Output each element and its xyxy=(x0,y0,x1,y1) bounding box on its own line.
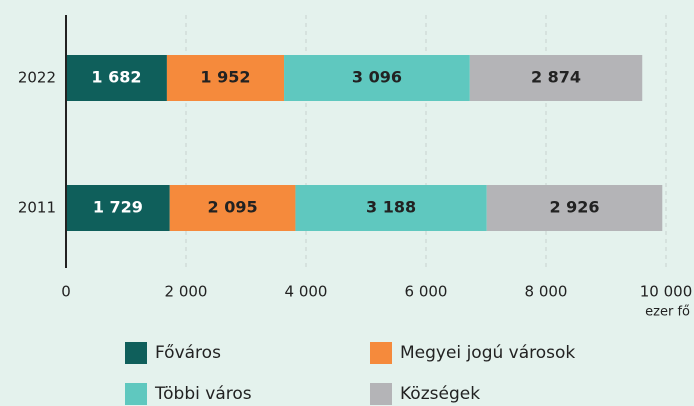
value-label: 2 926 xyxy=(549,198,599,217)
value-label: 2 095 xyxy=(208,198,258,217)
x-tick-label: 8 000 xyxy=(525,283,568,301)
bar-segment xyxy=(284,55,470,101)
bar-segment xyxy=(169,185,296,231)
value-label: 1 952 xyxy=(200,68,250,87)
legend-swatch xyxy=(125,342,147,364)
value-label: 1 682 xyxy=(91,68,141,87)
x-tick-label: 10 000 xyxy=(640,283,693,301)
legend-label: Megyei jogú városok xyxy=(400,343,575,363)
legend-label: Főváros xyxy=(155,343,221,363)
x-tick-label: 6 000 xyxy=(405,283,448,301)
value-label: 1 729 xyxy=(93,198,143,217)
x-tick-label: 2 000 xyxy=(165,283,208,301)
legend-swatch xyxy=(370,383,392,405)
value-label: 3 096 xyxy=(352,68,402,87)
bar-segment xyxy=(295,185,487,231)
legend-label: Községek xyxy=(400,384,480,404)
legend-swatch xyxy=(370,342,392,364)
bar-segment xyxy=(66,185,170,231)
bar-segment xyxy=(66,55,167,101)
legend-swatch xyxy=(125,383,147,405)
bar-segment xyxy=(166,55,285,101)
y-tick-label: 2011 xyxy=(18,199,56,217)
value-label: 3 188 xyxy=(366,198,416,217)
value-label: 2 874 xyxy=(531,68,581,87)
x-axis-label: ezer fő xyxy=(645,305,690,320)
y-tick-label: 2022 xyxy=(18,69,56,87)
bar-segment xyxy=(469,55,643,101)
legend-label: Többi város xyxy=(154,384,252,404)
x-tick-label: 0 xyxy=(61,283,71,301)
x-tick-label: 4 000 xyxy=(285,283,328,301)
bar-segment xyxy=(486,185,663,231)
